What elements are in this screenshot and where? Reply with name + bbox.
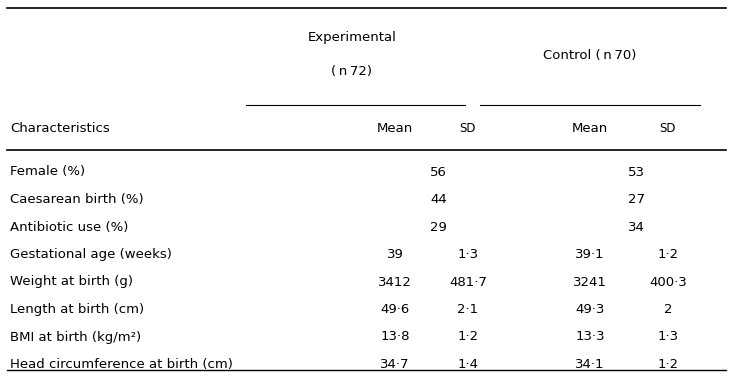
Text: BMI at birth (kg/m²): BMI at birth (kg/m²) <box>10 330 141 344</box>
Text: 1·2: 1·2 <box>457 330 479 344</box>
Text: 56: 56 <box>430 166 447 178</box>
Text: SD: SD <box>660 121 677 135</box>
Text: Length at birth (cm): Length at birth (cm) <box>10 303 144 316</box>
Text: 3412: 3412 <box>378 276 412 288</box>
Text: Female (%): Female (%) <box>10 166 85 178</box>
Text: 44: 44 <box>430 193 447 206</box>
Text: 2: 2 <box>664 303 672 316</box>
Text: 34: 34 <box>628 220 645 234</box>
Text: 1·4: 1·4 <box>457 358 479 371</box>
Text: 49·3: 49·3 <box>575 303 605 316</box>
Text: 49·6: 49·6 <box>380 303 410 316</box>
Text: Head circumference at birth (cm): Head circumference at birth (cm) <box>10 358 233 371</box>
Text: SD: SD <box>460 121 476 135</box>
Text: Weight at birth (g): Weight at birth (g) <box>10 276 133 288</box>
Text: Antibiotic use (%): Antibiotic use (%) <box>10 220 128 234</box>
Text: 13·8: 13·8 <box>380 330 410 344</box>
Text: Mean: Mean <box>572 121 608 135</box>
Text: Caesarean birth (%): Caesarean birth (%) <box>10 193 144 206</box>
Text: 39: 39 <box>386 248 403 261</box>
Text: Characteristics: Characteristics <box>10 121 110 135</box>
Text: 13·3: 13·3 <box>575 330 605 344</box>
Text: 27: 27 <box>628 193 645 206</box>
Text: Experimental: Experimental <box>307 31 397 45</box>
Text: 1·2: 1·2 <box>658 358 679 371</box>
Text: 400·3: 400·3 <box>649 276 687 288</box>
Text: 39·1: 39·1 <box>575 248 605 261</box>
Text: 53: 53 <box>628 166 645 178</box>
Text: 481·7: 481·7 <box>449 276 487 288</box>
Text: Mean: Mean <box>377 121 413 135</box>
Text: 29: 29 <box>430 220 447 234</box>
Text: 2·1: 2·1 <box>457 303 479 316</box>
Text: 1·3: 1·3 <box>658 330 679 344</box>
Text: ( n 72): ( n 72) <box>331 65 372 79</box>
Text: 3241: 3241 <box>573 276 607 288</box>
Text: Control ( n 70): Control ( n 70) <box>543 48 637 62</box>
Text: 34·1: 34·1 <box>575 358 605 371</box>
Text: 1·3: 1·3 <box>457 248 479 261</box>
Text: 1·2: 1·2 <box>658 248 679 261</box>
Text: Gestational age (weeks): Gestational age (weeks) <box>10 248 172 261</box>
Text: 34·7: 34·7 <box>380 358 410 371</box>
